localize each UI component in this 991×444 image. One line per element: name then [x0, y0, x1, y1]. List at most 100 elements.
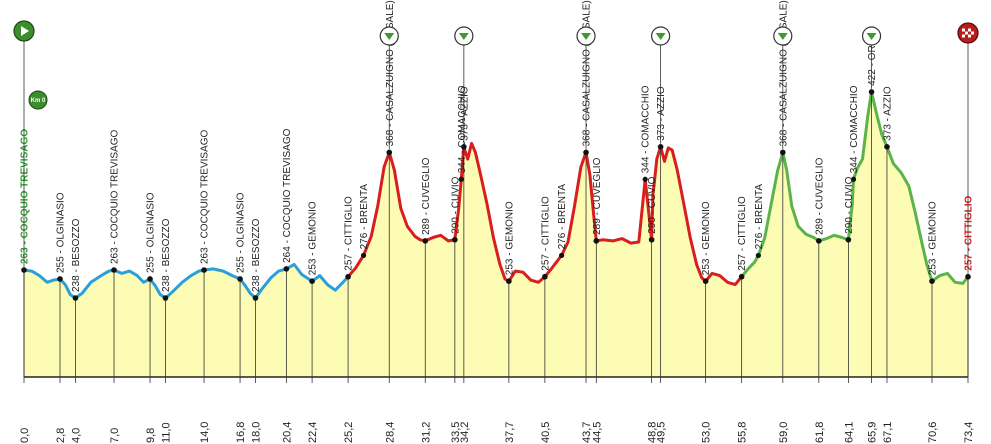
waypoint-dot — [237, 276, 243, 282]
km-label: 2,8 — [55, 428, 67, 443]
km-label: 18,0 — [251, 422, 263, 443]
waypoint-labels-layer: 263 - COCQUIO TREVISAGO 255 - OLGINASIO 23… — [20, 0, 975, 292]
waypoint-dot — [72, 295, 79, 301]
profile-line-flat-0 — [22, 262, 350, 300]
waypoint-label: 253 - GEMONIO — [928, 201, 939, 275]
km-label: 22,4 — [307, 422, 319, 443]
flag-square — [968, 28, 971, 32]
km-label: 37,7 — [504, 422, 516, 443]
km-label: 48,8 — [647, 422, 659, 443]
km-label: 49,5 — [656, 422, 668, 443]
waypoint-dot — [558, 252, 565, 259]
waypoint-label: 255 - OLGINASIO — [56, 192, 67, 273]
km-axis: 0,0 2,8 4,0 7,0 9,8 11,0 14,0 16,8 18,0 20,4 22,4 2… — [19, 422, 975, 443]
waypoint-label: 290 - CUVIO — [647, 176, 658, 233]
waypoint-dot — [360, 252, 367, 259]
waypoint-dot — [506, 278, 512, 285]
waypoint-label: 238 - BESOZZO — [161, 218, 172, 292]
waypoint-dot — [452, 236, 458, 243]
waypoint-dot — [642, 176, 648, 182]
waypoint-label: 257 - CITTIGLIO — [540, 196, 551, 271]
km0-badge-icon — [28, 90, 48, 110]
waypoint-label: 276 - BRENTA — [359, 184, 370, 250]
profile-line-hard-1 — [346, 141, 744, 287]
km0-badge-label: Km 0 — [31, 98, 46, 104]
waypoint-label: 264 - COCQUIO TREVISAGO — [282, 128, 293, 263]
waypoint-label: 263 - COCQUIO TREVISAGO — [110, 129, 121, 264]
waypoint-label: 373 - AZZIO — [883, 86, 894, 141]
flag-square — [962, 28, 965, 32]
waypoint-label: 238 - BESOZZO — [251, 218, 262, 292]
waypoint-dot — [283, 266, 290, 272]
markers-layer: Km 0 — [13, 20, 979, 274]
waypoint-dot — [461, 144, 467, 150]
waypoint-dot — [738, 273, 745, 280]
kom-triangle-icon — [655, 33, 666, 40]
waypoint-dot — [583, 149, 589, 156]
km-label: 14,0 — [199, 422, 211, 443]
waypoint-label: 344 - COMACCHIO — [457, 85, 468, 173]
waypoint-dot — [884, 144, 890, 150]
waypoint-label: 253 - GEMONIO — [308, 201, 319, 275]
waypoint-dot — [850, 176, 857, 182]
waypoint-dot — [201, 267, 207, 273]
waypoint-label: 344 - COMACCHIO — [849, 85, 860, 173]
km-label: 40,5 — [540, 422, 552, 443]
waypoint-label: 255 - OLGINASIO — [236, 192, 247, 273]
waypoint-label: 276 - BRENTA — [557, 184, 568, 250]
waypoint-dot — [162, 295, 169, 301]
waypoint-dot — [593, 238, 600, 244]
km-label: 25,2 — [343, 422, 355, 443]
waypoint-label: 289 - CUVEGLIO — [421, 157, 432, 234]
waypoint-label: 344 - COMACCHIO — [641, 85, 652, 173]
km-label: 4,0 — [70, 428, 82, 443]
waypoint-label: 368 - CASALZUIGNO (CASALE) — [385, 0, 396, 146]
waypoint-label: 289 - CUVEGLIO — [814, 157, 825, 234]
km-label: 65,9 — [867, 422, 879, 443]
waypoint-label: 263 - COCQUIO TREVISAGO — [20, 129, 31, 264]
km-label: 16,8 — [235, 422, 247, 443]
waypoint-label: 276 - BRENTA — [754, 184, 765, 250]
waypoint-dot — [780, 149, 786, 156]
km-label: 70,6 — [927, 422, 939, 443]
kom-triangle-icon — [866, 33, 877, 40]
waypoint-label: 263 - COCQUIO TREVISAGO — [200, 129, 211, 264]
profile-area — [24, 91, 968, 378]
km-label: 43,7 — [581, 422, 593, 443]
flag-square — [965, 31, 968, 35]
waypoint-dot — [702, 278, 709, 285]
km-label: 11,0 — [161, 422, 173, 443]
waypoint-label: 368 - CASALZUIGNO (CASALE) — [582, 0, 593, 146]
waypoint-dot — [657, 144, 664, 150]
waypoint-label: 373 - AZZIO — [459, 86, 470, 141]
waypoint-label: 373 - AZZIO — [656, 86, 667, 141]
waypoint-dot — [458, 176, 464, 182]
waypoint-label: 290 - CUVIO — [450, 176, 461, 233]
km-label: 9,8 — [145, 428, 157, 443]
waypoint-label: 255 - OLGINASIO — [146, 192, 157, 273]
waypoint-dot — [816, 238, 822, 244]
km-label: 20,4 — [281, 422, 293, 443]
km-label: 59,0 — [778, 422, 790, 443]
km-label: 67,1 — [882, 422, 894, 443]
waypoint-label: 238 - BESOZZO — [71, 218, 82, 292]
km-label: 44,5 — [591, 422, 603, 443]
flag-square — [968, 34, 971, 38]
km-label: 64,1 — [843, 422, 855, 443]
flag-square — [971, 31, 974, 35]
waypoint-dot — [309, 278, 315, 285]
waypoint-label: 289 - CUVEGLIO — [592, 157, 603, 234]
waypoint-dot — [57, 276, 63, 282]
waypoint-stems-layer — [23, 91, 969, 383]
waypoint-dot — [542, 273, 548, 280]
waypoint-dot — [386, 149, 393, 156]
km-label: 31,2 — [420, 422, 432, 443]
waypoint-label: 253 - GEMONIO — [701, 201, 712, 275]
waypoint-label: 257 - CITTIGLIO — [344, 196, 355, 271]
waypoint-label: 257 - CITTIGLIO — [964, 195, 975, 270]
waypoint-dot — [422, 238, 429, 244]
kom-triangle-icon — [458, 33, 469, 40]
km-label: 61,8 — [814, 422, 826, 443]
waypoint-dot — [868, 89, 875, 95]
waypoint-label: 422 - ORINO — [867, 27, 878, 86]
